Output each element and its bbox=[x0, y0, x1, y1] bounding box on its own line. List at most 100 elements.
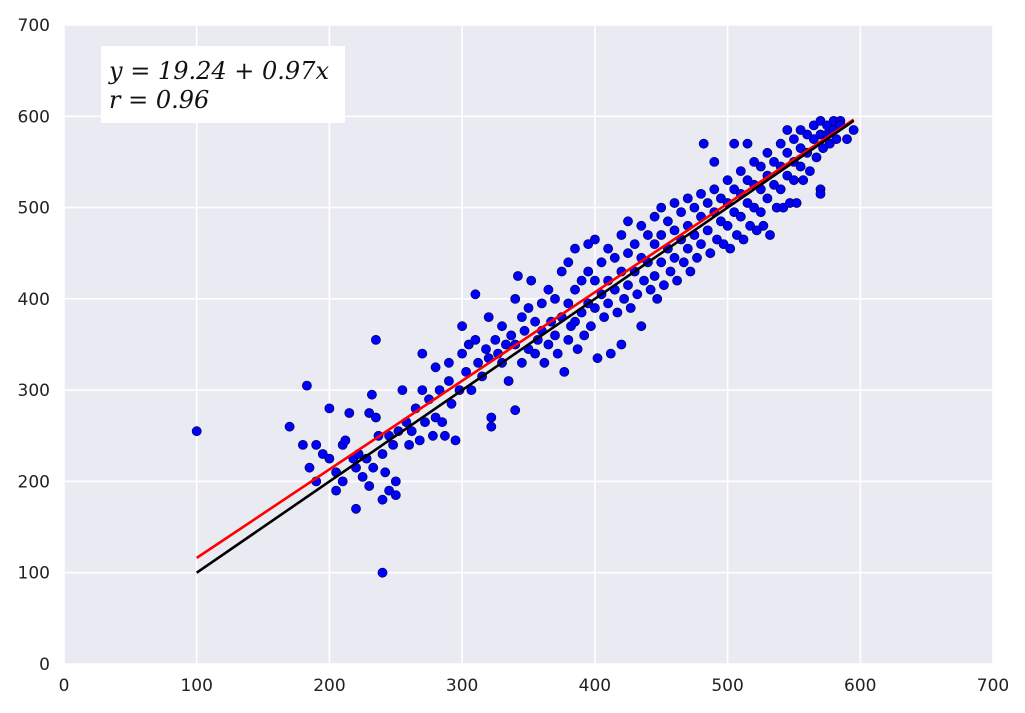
data-point bbox=[789, 175, 799, 186]
x-tick-label: 0 bbox=[59, 676, 70, 696]
data-point bbox=[645, 284, 656, 295]
data-point bbox=[808, 134, 819, 144]
data-point bbox=[815, 188, 826, 199]
data-point bbox=[656, 230, 667, 240]
data-point bbox=[543, 339, 554, 350]
data-point bbox=[735, 211, 746, 222]
data-point bbox=[625, 303, 636, 313]
data-point bbox=[702, 225, 713, 236]
data-point bbox=[616, 230, 627, 240]
data-point bbox=[377, 494, 388, 505]
data-point bbox=[795, 161, 806, 172]
data-point bbox=[570, 316, 580, 327]
data-point bbox=[603, 243, 613, 254]
data-point bbox=[370, 334, 381, 345]
data-point bbox=[709, 156, 720, 167]
data-point bbox=[722, 220, 733, 231]
data-point bbox=[437, 417, 448, 427]
data-point bbox=[729, 138, 740, 149]
data-point bbox=[590, 303, 600, 313]
data-point bbox=[563, 298, 574, 309]
data-point bbox=[696, 188, 706, 199]
x-tick-label: 600 bbox=[844, 676, 876, 696]
data-point bbox=[623, 216, 633, 227]
y-tick-label: 0 bbox=[39, 655, 50, 675]
data-point bbox=[623, 280, 633, 291]
data-point bbox=[324, 403, 335, 414]
data-point bbox=[406, 426, 417, 437]
data-point bbox=[689, 202, 700, 213]
x-tick-label: 500 bbox=[711, 676, 743, 696]
data-point bbox=[552, 348, 563, 359]
data-point bbox=[579, 330, 590, 341]
data-point bbox=[649, 211, 660, 222]
data-point bbox=[848, 125, 859, 135]
data-point bbox=[831, 134, 842, 144]
data-point bbox=[738, 234, 749, 245]
data-point bbox=[404, 439, 414, 450]
data-point bbox=[758, 220, 769, 231]
data-point bbox=[749, 156, 759, 167]
data-point bbox=[705, 248, 716, 259]
y-tick-label: 600 bbox=[18, 107, 50, 127]
data-point bbox=[543, 284, 554, 295]
data-point bbox=[337, 476, 348, 487]
x-tick-label: 100 bbox=[180, 676, 212, 696]
data-point bbox=[798, 175, 809, 186]
data-point bbox=[331, 485, 341, 496]
data-point bbox=[742, 138, 753, 149]
data-point bbox=[490, 334, 501, 345]
correlation-coefficient: r = 0.96 bbox=[109, 86, 209, 114]
data-point bbox=[709, 184, 720, 195]
data-point bbox=[191, 426, 202, 437]
data-point bbox=[443, 357, 454, 368]
x-tick-label: 300 bbox=[446, 676, 478, 696]
data-point bbox=[443, 376, 454, 386]
data-point bbox=[390, 476, 401, 487]
data-point bbox=[388, 439, 398, 450]
y-tick-label: 200 bbox=[18, 472, 50, 492]
data-point bbox=[805, 166, 815, 176]
data-point bbox=[500, 339, 511, 350]
data-point bbox=[590, 275, 600, 286]
data-point bbox=[559, 366, 570, 377]
data-point bbox=[461, 366, 471, 377]
data-point bbox=[762, 147, 773, 158]
data-point bbox=[745, 220, 755, 231]
data-point bbox=[616, 339, 627, 350]
data-point bbox=[284, 421, 295, 432]
data-point bbox=[599, 312, 609, 322]
data-point bbox=[632, 289, 643, 300]
data-point bbox=[811, 152, 822, 163]
data-point bbox=[377, 449, 388, 459]
data-point bbox=[364, 408, 375, 418]
data-point bbox=[301, 380, 312, 391]
data-point bbox=[782, 147, 793, 158]
data-point bbox=[592, 353, 603, 364]
data-point bbox=[682, 193, 693, 204]
data-point bbox=[380, 467, 391, 478]
y-tick-label: 400 bbox=[18, 290, 50, 310]
data-point bbox=[605, 348, 616, 359]
data-point bbox=[304, 462, 315, 473]
data-point bbox=[510, 405, 521, 416]
data-point bbox=[755, 207, 766, 217]
data-point bbox=[370, 412, 381, 423]
data-point bbox=[702, 198, 713, 208]
data-point bbox=[735, 166, 746, 176]
data-point bbox=[572, 344, 583, 354]
data-point bbox=[755, 161, 766, 172]
data-point bbox=[669, 252, 680, 263]
data-point bbox=[414, 435, 425, 446]
y-tick-label: 100 bbox=[18, 564, 50, 584]
data-point bbox=[669, 225, 680, 236]
y-tick-label: 300 bbox=[18, 381, 50, 401]
data-point bbox=[762, 193, 773, 204]
data-point bbox=[583, 266, 594, 277]
data-point bbox=[619, 293, 629, 304]
data-point bbox=[377, 567, 388, 578]
data-point bbox=[510, 293, 521, 304]
data-point bbox=[450, 435, 461, 446]
data-point bbox=[563, 257, 574, 268]
